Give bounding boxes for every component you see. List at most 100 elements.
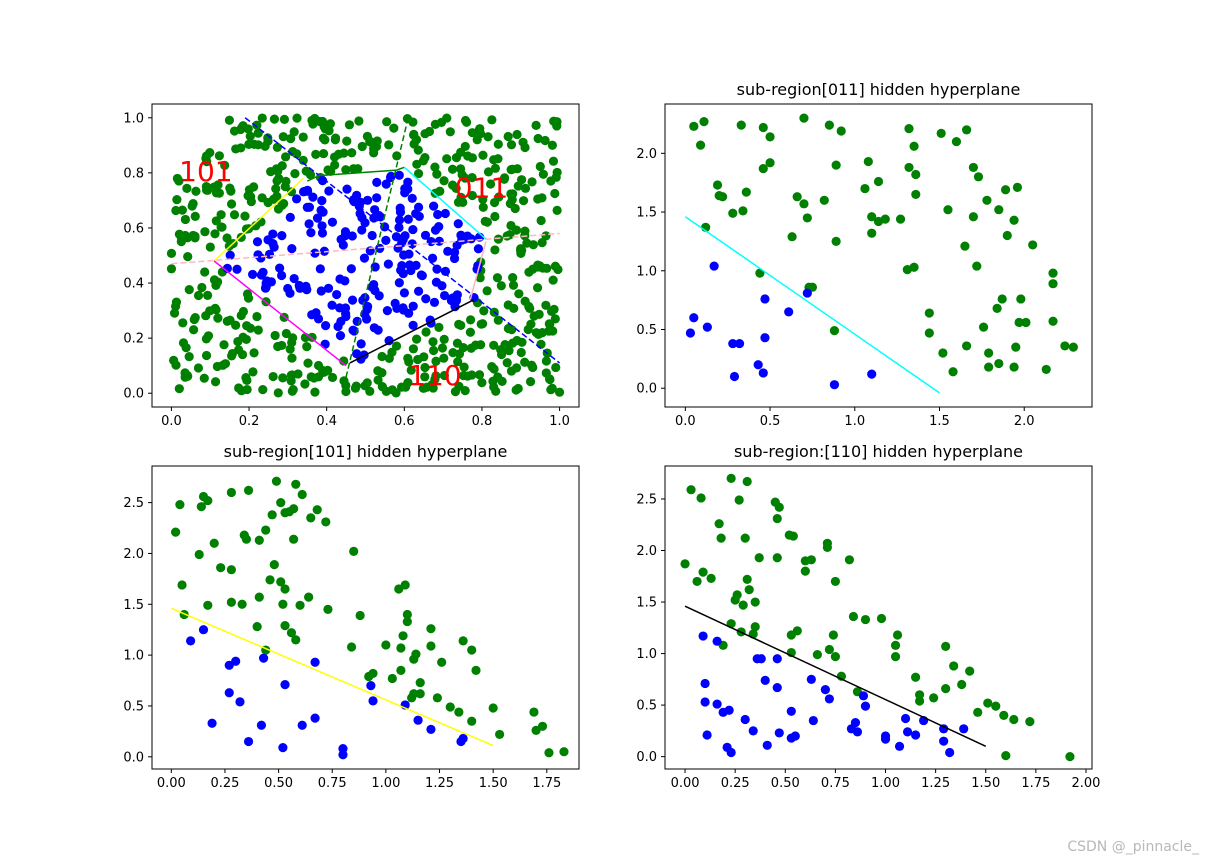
point-class-0 [458, 197, 468, 208]
point-class-0 [280, 621, 290, 631]
point-class-0 [253, 140, 263, 150]
point-class-0 [180, 214, 190, 225]
point-class-0 [493, 139, 503, 149]
plot-area [166, 113, 565, 398]
hyperplane-dashed-green [341, 117, 409, 394]
point-class-1 [277, 230, 287, 241]
point-class-0 [244, 139, 254, 150]
point-class-0 [943, 205, 953, 215]
point-class-0 [548, 275, 558, 285]
point-class-0 [286, 376, 296, 386]
x-tick-label: 0.75 [318, 776, 347, 791]
x-tick-label: 0.00 [157, 776, 186, 791]
point-class-0 [529, 311, 539, 321]
point-class-0 [177, 205, 187, 215]
point-class-0 [169, 355, 179, 365]
point-class-1 [381, 235, 391, 245]
point-class-1 [408, 301, 418, 311]
x-tick-label: 0.50 [264, 776, 293, 791]
point-class-0 [929, 693, 939, 703]
point-class-1 [297, 720, 307, 730]
point-class-1 [910, 730, 921, 740]
point-class-0 [431, 356, 441, 366]
point-class-1 [327, 217, 338, 227]
point-class-0 [447, 164, 458, 174]
point-class-0 [426, 624, 436, 634]
point-class-1 [393, 243, 403, 253]
point-class-0 [772, 513, 782, 524]
point-class-0 [400, 580, 410, 590]
point-class-0 [260, 141, 270, 151]
point-class-0 [347, 148, 357, 158]
point-class-0 [420, 372, 430, 382]
y-tick-label: 0.2 [123, 332, 144, 347]
point-class-1 [260, 283, 271, 293]
point-class-1 [740, 714, 750, 725]
point-class-0 [542, 263, 552, 273]
point-class-0 [252, 311, 262, 322]
point-class-0 [190, 313, 200, 323]
point-class-1 [786, 706, 796, 716]
point-class-0 [181, 343, 191, 353]
point-class-0 [463, 151, 473, 161]
point-class-0 [978, 322, 989, 332]
point-class-0 [257, 193, 267, 203]
point-class-0 [273, 341, 283, 352]
point-class-1 [313, 314, 324, 324]
point-class-0 [518, 196, 529, 206]
point-class-0 [951, 136, 962, 147]
point-class-1 [369, 279, 379, 290]
point-class-0 [787, 232, 797, 242]
boundary-cyan [403, 166, 487, 240]
point-class-0 [357, 141, 367, 152]
point-class-1 [458, 733, 468, 744]
point-class-0 [188, 199, 198, 209]
boundary-magenta [213, 260, 347, 367]
point-class-0 [895, 214, 906, 224]
point-class-0 [982, 195, 992, 205]
point-class-0 [408, 117, 418, 127]
point-class-1 [398, 234, 408, 245]
x-tick-label: 0.00 [671, 776, 700, 791]
point-class-0 [329, 152, 340, 162]
point-class-1 [702, 730, 712, 740]
point-class-0 [430, 162, 440, 172]
point-class-0 [226, 565, 236, 575]
point-class-0 [269, 194, 279, 204]
point-class-0 [860, 614, 871, 625]
point-class-1 [347, 231, 357, 241]
y-tick-label: 0.4 [123, 277, 144, 292]
point-class-0 [267, 510, 277, 520]
point-class-0 [396, 665, 406, 675]
point-class-0 [243, 124, 253, 134]
x-tick-label: 1.50 [479, 776, 508, 791]
point-class-1 [198, 625, 209, 635]
point-class-0 [480, 216, 490, 226]
point-class-1 [760, 294, 770, 304]
point-class-0 [716, 533, 726, 543]
point-class-0 [254, 535, 264, 545]
y-tick-label: 2.0 [123, 547, 144, 562]
chart-title: sub-region[011] hidden hyperplane [737, 80, 1021, 99]
point-class-0 [170, 301, 181, 311]
point-class-1 [362, 314, 372, 324]
point-class-0 [318, 148, 329, 159]
point-class-0 [471, 340, 481, 350]
point-class-1 [440, 208, 450, 219]
point-class-1 [340, 231, 350, 241]
point-class-1 [382, 306, 392, 316]
point-class-1 [404, 249, 414, 259]
point-class-0 [962, 341, 972, 351]
point-class-1 [359, 253, 370, 263]
point-class-1 [726, 747, 736, 758]
point-class-0 [880, 214, 890, 224]
point-class-0 [507, 195, 517, 205]
point-class-1 [342, 184, 352, 194]
point-class-0 [490, 163, 500, 173]
point-class-1 [709, 261, 719, 271]
point-class-0 [1016, 294, 1026, 304]
point-class-0 [1021, 317, 1031, 328]
point-class-0 [439, 176, 449, 186]
point-class-1 [258, 267, 268, 277]
point-class-0 [512, 129, 522, 140]
